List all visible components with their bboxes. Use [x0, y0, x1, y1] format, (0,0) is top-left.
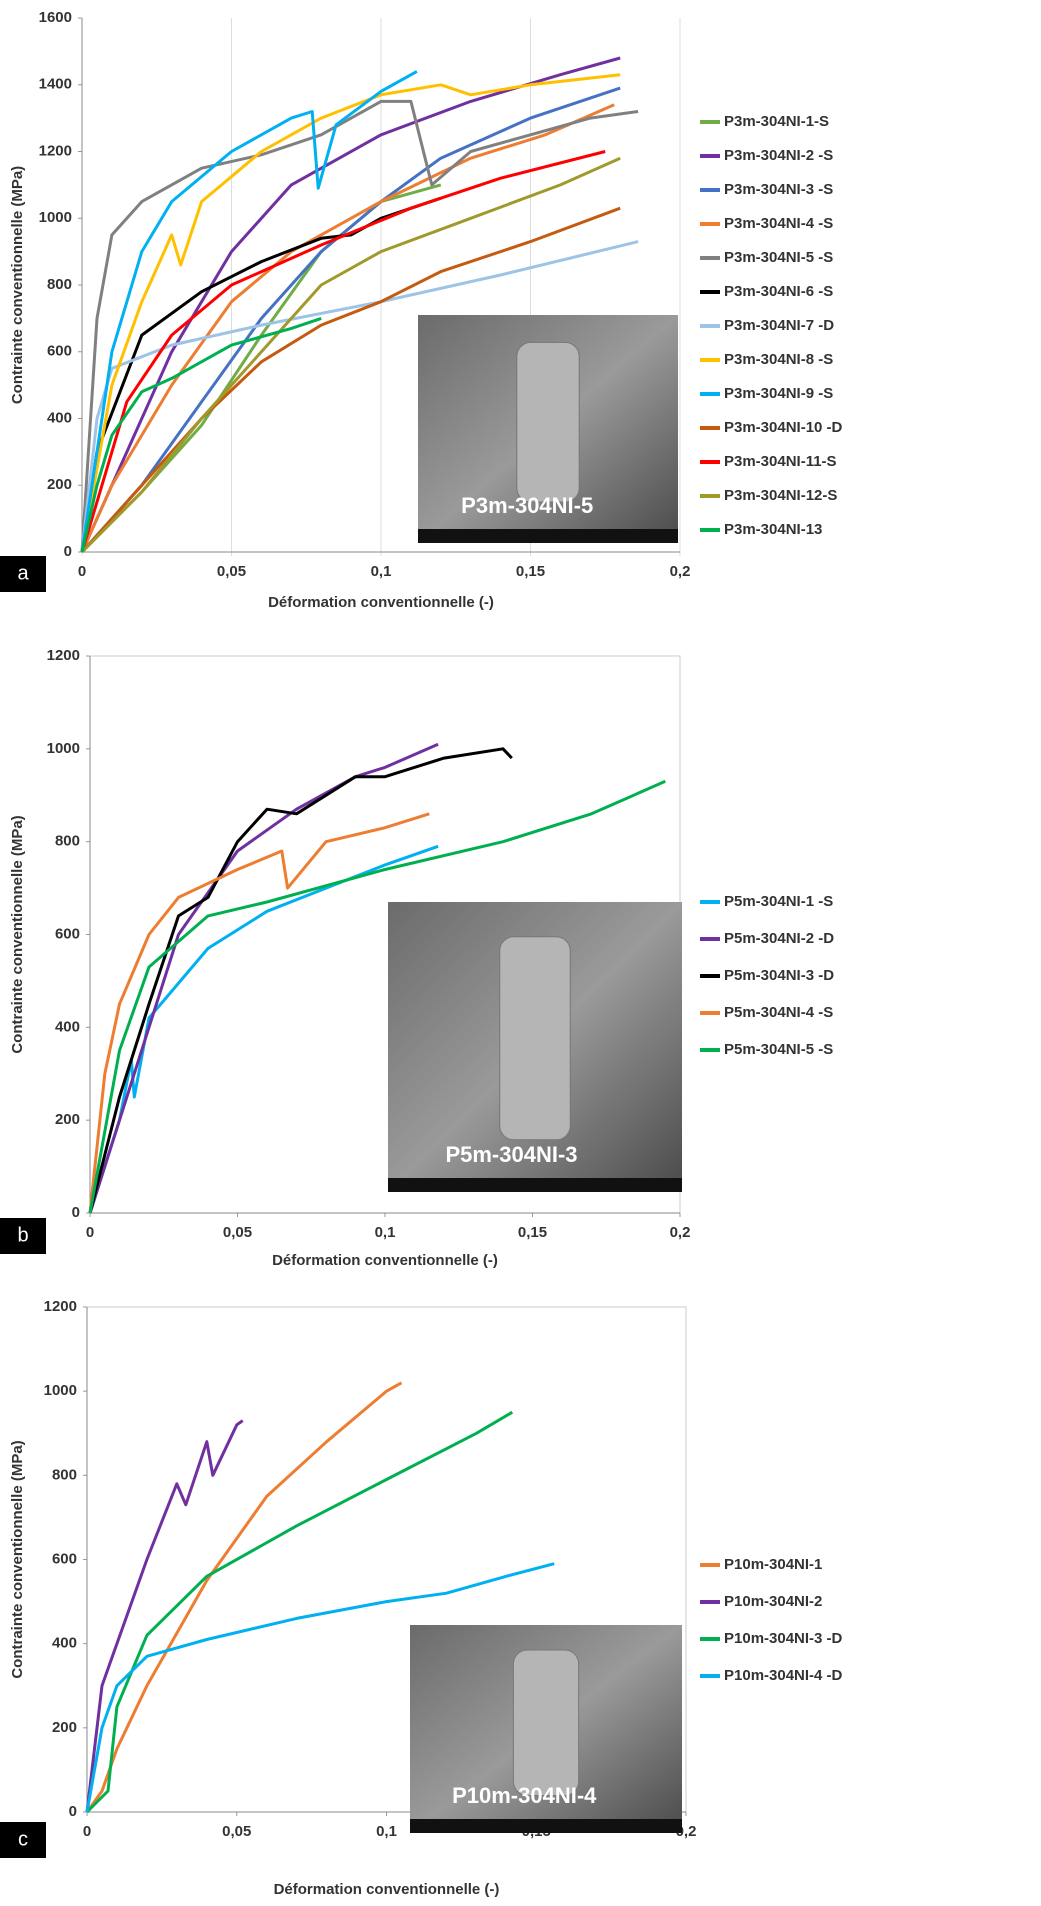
series-line: [88, 742, 439, 1214]
legend-label: P10m-304NI-3 -D: [724, 1630, 843, 1647]
legend-label: P3m-304NI-3 -S: [724, 181, 833, 198]
legend-label: P3m-304NI-2 -S: [724, 147, 833, 164]
x-tick-label: 0,05: [223, 1224, 252, 1241]
x-tick-label: 0: [86, 1224, 94, 1241]
legend-label: P5m-304NI-2 -D: [724, 930, 834, 947]
y-tick-label: 600: [55, 925, 80, 942]
y-tick-label: 0: [69, 1803, 77, 1820]
y-tick-label: 1200: [47, 647, 80, 664]
panel-letter: b: [17, 1224, 28, 1246]
y-tick-label: 400: [52, 1635, 77, 1652]
y-tick-label: 200: [52, 1719, 77, 1736]
legend-label: P3m-304NI-1-S: [724, 113, 829, 130]
x-tick-label: 0,2: [670, 563, 691, 580]
panel-letter-box: [0, 556, 46, 592]
panel-letter: a: [17, 562, 29, 584]
x-tick-label: 0,15: [516, 563, 545, 580]
legend-label: P3m-304NI-9 -S: [724, 385, 833, 402]
y-tick-label: 1000: [39, 209, 72, 226]
y-tick-label: 1400: [39, 76, 72, 93]
y-tick-label: 600: [52, 1550, 77, 1567]
x-tick-label: 0,15: [518, 1224, 547, 1241]
legend-label: P3m-304NI-13: [724, 521, 822, 538]
series-line: [80, 150, 606, 553]
legend-label: P10m-304NI-1: [724, 1556, 822, 1573]
x-tick-label: 0,05: [217, 563, 246, 580]
panel-letter-box: [0, 1218, 46, 1254]
y-tick-label: 1000: [47, 740, 80, 757]
series-line: [88, 747, 513, 1214]
panel-letter-box: [0, 1822, 46, 1858]
series-line: [80, 316, 322, 553]
y-tick-label: 200: [47, 476, 72, 493]
legend-label: P5m-304NI-5 -S: [724, 1041, 833, 1058]
series-line: [85, 1410, 514, 1814]
sem-databar: [388, 1178, 682, 1192]
sem-pillar: [516, 341, 580, 503]
series-line: [80, 73, 621, 553]
legend-label: P3m-304NI-5 -S: [724, 249, 833, 266]
x-tick-label: 0,1: [375, 1224, 396, 1241]
legend-label: P3m-304NI-10 -D: [724, 419, 843, 436]
legend-label: P5m-304NI-3 -D: [724, 967, 834, 984]
sem-pillar: [512, 1649, 580, 1797]
y-tick-label: 800: [52, 1466, 77, 1483]
y-axis-title: Contrainte conventionnelle (MPa): [9, 1440, 26, 1678]
series-line: [80, 70, 418, 553]
y-tick-label: 1000: [44, 1382, 77, 1399]
legend-label: P5m-304NI-1 -S: [724, 893, 833, 910]
x-tick-label: 0,05: [222, 1823, 251, 1840]
legend-label: P3m-304NI-7 -D: [724, 317, 834, 334]
x-axis-title: Déformation conventionnelle (-): [274, 1881, 500, 1898]
series-line: [80, 240, 639, 553]
legend-label: P3m-304NI-4 -S: [724, 215, 833, 232]
series-line: [88, 779, 666, 1214]
series-line: [80, 103, 615, 553]
y-tick-label: 1600: [39, 9, 72, 26]
series-line: [88, 812, 430, 1214]
legend-label: P10m-304NI-4 -D: [724, 1667, 843, 1684]
y-tick-label: 200: [55, 1111, 80, 1128]
legend-label: P3m-304NI-6 -S: [724, 283, 833, 300]
inset-label: P5m-304NI-3: [445, 1142, 577, 1167]
series-line: [80, 86, 621, 554]
y-tick-label: 800: [55, 833, 80, 850]
x-tick-label: 0: [78, 563, 86, 580]
y-axis-title: Contrainte conventionnelle (MPa): [9, 815, 26, 1053]
legend-label: P3m-304NI-12-S: [724, 487, 837, 504]
y-tick-label: 600: [47, 343, 72, 360]
x-axis-title: Déformation conventionnelle (-): [268, 594, 494, 611]
y-axis-title: Contrainte conventionnelle (MPa): [9, 166, 26, 404]
legend-label: P3m-304NI-8 -S: [724, 351, 833, 368]
x-axis-title: Déformation conventionnelle (-): [272, 1252, 498, 1269]
y-tick-label: 1200: [44, 1298, 77, 1315]
y-tick-label: 400: [47, 409, 72, 426]
legend-label: P10m-304NI-2: [724, 1593, 822, 1610]
y-tick-label: 0: [72, 1204, 80, 1221]
inset-label: P10m-304NI-4: [452, 1783, 597, 1808]
legend-label: P3m-304NI-11-S: [724, 453, 837, 470]
series-line: [85, 1419, 244, 1813]
y-tick-label: 800: [47, 276, 72, 293]
inset-label: P3m-304NI-5: [461, 493, 593, 518]
sem-databar: [418, 529, 678, 543]
sem-databar: [410, 1819, 682, 1833]
series-line: [85, 1562, 555, 1813]
series-line: [80, 206, 621, 554]
sem-pillar: [499, 936, 571, 1141]
series-line: [85, 1381, 403, 1813]
x-tick-label: 0,2: [670, 1224, 691, 1241]
y-tick-label: 0: [64, 543, 72, 560]
x-tick-label: 0: [83, 1823, 91, 1840]
legend-label: P5m-304NI-4 -S: [724, 1004, 833, 1021]
series-line: [80, 156, 621, 554]
panel-letter: c: [18, 1828, 28, 1850]
x-tick-label: 0,1: [376, 1823, 397, 1840]
x-tick-label: 0,1: [371, 563, 392, 580]
y-tick-label: 1200: [39, 142, 72, 159]
y-tick-label: 400: [55, 1018, 80, 1035]
series-line: [80, 99, 639, 553]
